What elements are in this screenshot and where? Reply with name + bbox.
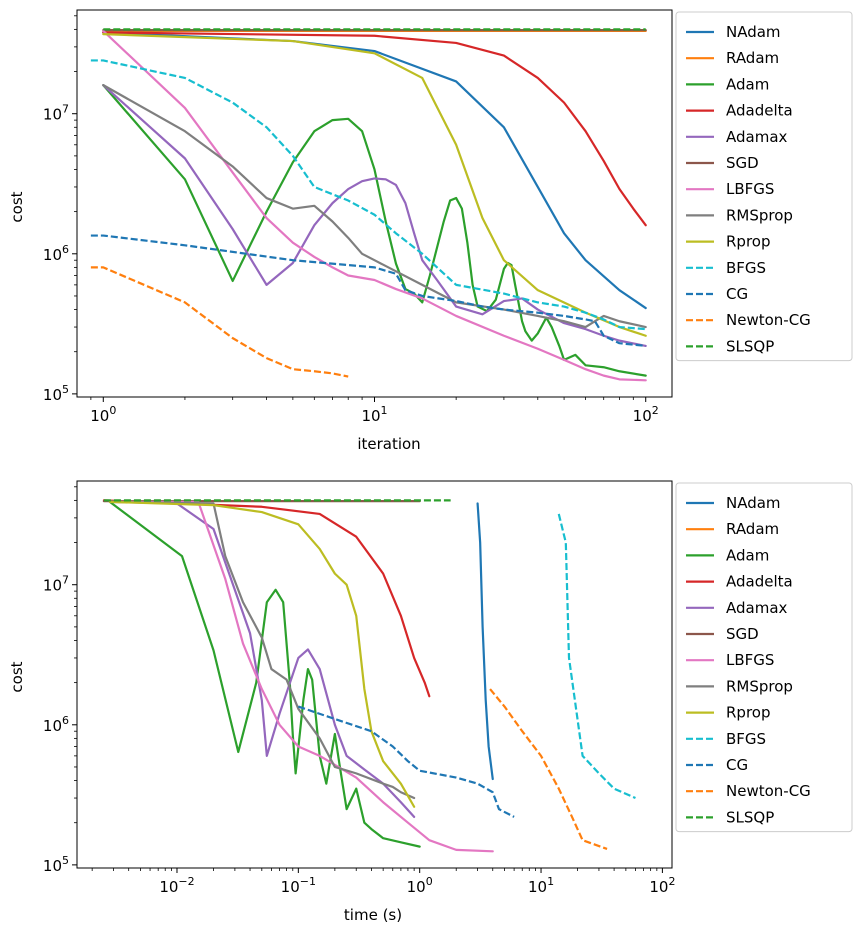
series-line-newton-cg xyxy=(489,688,608,850)
legend-label: SLSQP xyxy=(726,337,774,355)
series-line-adam xyxy=(102,84,647,377)
legend-label: Adamax xyxy=(726,599,788,617)
x-tick-label: 100 xyxy=(407,875,433,896)
series-line-rmsprop xyxy=(102,84,647,329)
series-line-adadelta xyxy=(102,31,647,227)
series-line-bfgs xyxy=(557,513,636,800)
legend-label: Adam xyxy=(726,75,769,93)
series-line-lbfgs xyxy=(108,500,494,853)
x-tick-label: 102 xyxy=(633,404,659,425)
series-line-lbfgs xyxy=(102,29,647,382)
legend-label: Adadelta xyxy=(726,102,793,120)
x-tick-label: 101 xyxy=(361,404,387,425)
y-tick-label: 106 xyxy=(43,243,69,264)
legend-label: Newton-CG xyxy=(726,782,811,800)
series-lines xyxy=(90,28,647,382)
legend: NAdam RAdam Adam Adadelta Adamax SGD LBFGS RMSp… xyxy=(675,482,853,833)
legend-label: RAdam xyxy=(726,49,779,67)
y-tick-label: 106 xyxy=(43,714,69,735)
legend-label: RMSprop xyxy=(726,206,793,224)
series-line-newton-cg xyxy=(90,266,349,378)
legend-label: Rprop xyxy=(726,233,770,251)
legend-label: NAdam xyxy=(726,23,781,41)
series-line-rmsprop xyxy=(108,500,416,800)
ylabel: cost xyxy=(8,661,26,692)
legend-label: LBFGS xyxy=(726,651,774,669)
legend-label: RAdam xyxy=(726,520,779,538)
legend-label: CG xyxy=(726,285,748,303)
legend-label: Adamax xyxy=(726,128,788,146)
chart-iteration: 100 101 102 105 106 107 iteration cost NAdam R… xyxy=(8,9,853,453)
legend-label: Newton-CG xyxy=(726,311,811,329)
series-line-nadam xyxy=(476,502,494,781)
legend-label: SLSQP xyxy=(726,808,774,826)
x-tick-label: 10−1 xyxy=(281,875,316,896)
legend-label: Adadelta xyxy=(726,573,793,591)
x-tick-label: 10−2 xyxy=(159,875,194,896)
y-tick-label: 105 xyxy=(43,854,69,875)
legend: NAdam RAdam Adam Adadelta Adamax SGD LBFGS RMSp… xyxy=(675,11,853,362)
x-tick-label: 102 xyxy=(649,875,675,896)
series-line-adam xyxy=(108,500,421,848)
legend-label: RMSprop xyxy=(726,677,793,695)
chart-time: 10−2 10−1 100 101 102 105 106 107 time (s) cost… xyxy=(8,480,853,924)
series-line-adadelta xyxy=(102,499,431,698)
series-line-rprop xyxy=(102,33,647,337)
y-tick-label: 107 xyxy=(43,574,69,595)
series-line-adamax xyxy=(108,500,416,819)
xlabel: time (s) xyxy=(344,906,402,924)
legend-label: Adam xyxy=(726,546,769,564)
legend-label: LBFGS xyxy=(726,180,774,198)
legend-label: CG xyxy=(726,756,748,774)
series-lines xyxy=(102,499,636,853)
x-tick-label: 100 xyxy=(90,404,116,425)
legend-label: SGD xyxy=(726,154,759,172)
series-line-cg xyxy=(90,234,646,348)
legend-frame xyxy=(675,11,853,362)
y-tick-label: 107 xyxy=(43,103,69,124)
xlabel: iteration xyxy=(357,435,420,453)
x-tick-label: 101 xyxy=(528,875,554,896)
legend-label: BFGS xyxy=(726,730,766,748)
ylabel: cost xyxy=(8,191,26,222)
y-tick-label: 105 xyxy=(43,383,69,404)
legend-label: BFGS xyxy=(726,259,766,277)
series-line-bfgs xyxy=(90,59,646,331)
plot-frame xyxy=(76,480,673,869)
series-line-cg xyxy=(297,705,515,818)
legend-frame xyxy=(675,482,853,833)
legend-label: SGD xyxy=(726,625,759,643)
series-line-rprop xyxy=(108,500,416,808)
legend-label: NAdam xyxy=(726,494,781,512)
legend-label: Rprop xyxy=(726,704,770,722)
